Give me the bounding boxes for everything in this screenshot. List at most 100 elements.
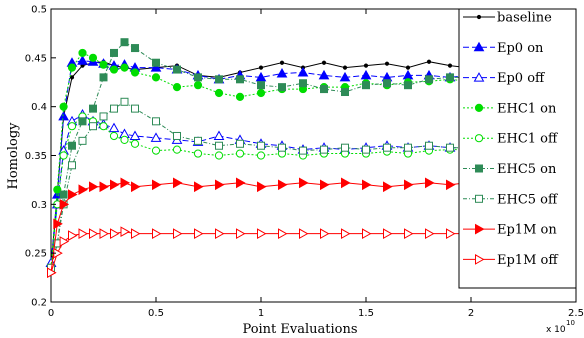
- series-ep1m-on: [47, 177, 473, 279]
- y-tick-label: 0.45: [25, 53, 47, 64]
- data-point-baseline: [258, 65, 264, 70]
- data-point-ehc1-off: [99, 122, 108, 131]
- data-point-ehc1-off: [130, 139, 140, 148]
- data-point-ehc5-off: [236, 139, 244, 148]
- data-point-ehc1-on: [193, 81, 203, 90]
- data-point-ehc5-on: [89, 104, 97, 113]
- y-tick-label: 0.3: [31, 200, 47, 211]
- data-point-ep0-on: [339, 71, 351, 82]
- legend-box: [458, 8, 577, 289]
- series-layer: [45, 38, 473, 279]
- legend-item-ehc5-off: EHC5 off: [463, 192, 559, 207]
- data-point-ep0-on: [255, 71, 267, 82]
- data-point-ehc1-on: [120, 63, 129, 72]
- data-point-ehc5-on: [131, 44, 139, 53]
- data-point-ep1m-off: [173, 228, 183, 239]
- data-point-ep1m-on: [278, 179, 288, 191]
- data-point-ep1m-on: [173, 177, 183, 189]
- data-point-ehc5-off: [194, 136, 202, 145]
- data-point-ep1m-on: [320, 179, 330, 191]
- data-point-ehc1-off: [214, 151, 224, 160]
- legend-item-ep0-off: Ep0 off: [463, 71, 546, 86]
- x-tick-label: 2.5: [568, 308, 584, 319]
- series-line-ep0-on: [50, 60, 467, 263]
- x-tick-label: 2: [468, 308, 474, 319]
- data-point-ehc5-off: [68, 161, 76, 170]
- data-point-ep0-on: [297, 66, 309, 77]
- legend-item-ehc5-on: EHC5 on: [463, 162, 557, 177]
- data-point-ehc5-off: [173, 131, 181, 140]
- legend-marker: [474, 134, 484, 143]
- legend: baseline Ep0 on Ep0 off EHC1 on EHC1 off EHC5…: [458, 8, 577, 289]
- data-point-ep0-off: [108, 122, 120, 133]
- data-point-ep0-on: [318, 69, 330, 80]
- data-point-ep1m-on: [236, 177, 246, 189]
- data-point-ep1m-on: [257, 181, 267, 193]
- data-point-baseline: [69, 75, 75, 80]
- data-point-baseline: [342, 65, 348, 70]
- data-point-ep1m-off: [47, 267, 57, 279]
- data-point-ehc1-on: [99, 60, 108, 69]
- legend-marker: [475, 194, 483, 203]
- data-point-ehc5-off: [152, 117, 160, 126]
- data-point-ep1m-off: [152, 228, 162, 239]
- x-tick-label: 1: [258, 308, 264, 319]
- data-point-ep1m-on: [120, 177, 131, 189]
- data-point-baseline: [321, 60, 327, 65]
- data-point-ep1m-on: [99, 181, 110, 193]
- data-point-ehc5-off: [110, 104, 118, 113]
- x-multiplier-label: x 10: [546, 325, 566, 335]
- data-point-baseline: [279, 60, 285, 65]
- data-point-ehc1-off: [193, 149, 203, 158]
- data-point-ehc5-off: [404, 143, 412, 152]
- data-point-ep1m-off: [59, 236, 70, 247]
- data-point-ehc5-off: [131, 104, 139, 113]
- data-point-ehc1-on: [256, 88, 266, 98]
- data-point-ehc1-on: [151, 73, 161, 82]
- x-tick-label: 0: [48, 308, 54, 319]
- legend-label: Ep1M on: [497, 223, 557, 238]
- data-point-ehc5-on: [99, 73, 108, 82]
- data-point-ehc5-off: [120, 97, 129, 106]
- data-point-ep1m-on: [78, 184, 89, 196]
- data-point-ehc1-on: [214, 88, 224, 98]
- data-point-ehc1-on: [78, 48, 87, 58]
- y-tick-label: 0.4: [31, 102, 47, 113]
- data-point-ep0-on: [360, 69, 372, 80]
- data-point-ehc5-on: [446, 73, 454, 82]
- data-point-ep1m-on: [425, 177, 435, 189]
- data-point-baseline: [447, 63, 453, 68]
- data-point-ep1m-off: [236, 228, 246, 239]
- data-point-ehc1-on: [172, 83, 182, 92]
- legend-marker: [476, 14, 482, 20]
- data-point-ehc5-on: [173, 65, 181, 74]
- data-point-ep1m-on: [110, 179, 120, 191]
- data-point-baseline: [363, 63, 369, 68]
- x-tick-label: 1.5: [358, 308, 374, 319]
- data-point-ep0-on: [58, 110, 69, 121]
- data-point-baseline: [384, 61, 390, 66]
- legend-item-ehc1-off: EHC1 off: [463, 132, 559, 147]
- data-point-ep1m-off: [78, 228, 89, 239]
- data-point-ep1m-on: [53, 218, 63, 230]
- y-axis-title: Homology: [6, 122, 21, 190]
- data-point-ep1m-on: [152, 179, 162, 191]
- data-point-ehc1-off: [109, 131, 119, 141]
- x-axis-title: Point Evaluations: [242, 322, 357, 337]
- data-point-ehc1-off: [256, 151, 266, 160]
- data-point-ep1m-on: [383, 181, 393, 193]
- legend-label: EHC1 off: [497, 132, 559, 147]
- data-point-ep1m-off: [446, 228, 456, 239]
- data-point-ep1m-off: [404, 228, 414, 239]
- data-point-ehc1-off: [120, 135, 129, 144]
- x-multiplier-exponent: 10: [566, 319, 575, 327]
- data-point-ehc5-off: [78, 136, 87, 145]
- data-point-ehc5-on: [362, 81, 370, 90]
- data-point-ep1m-off: [383, 228, 393, 239]
- data-point-ehc1-on: [67, 63, 77, 72]
- data-point-ep1m-on: [341, 177, 351, 189]
- legend-label: Ep0 off: [497, 71, 546, 86]
- data-point-ehc5-off: [341, 143, 349, 152]
- data-point-ep1m-on: [446, 179, 456, 191]
